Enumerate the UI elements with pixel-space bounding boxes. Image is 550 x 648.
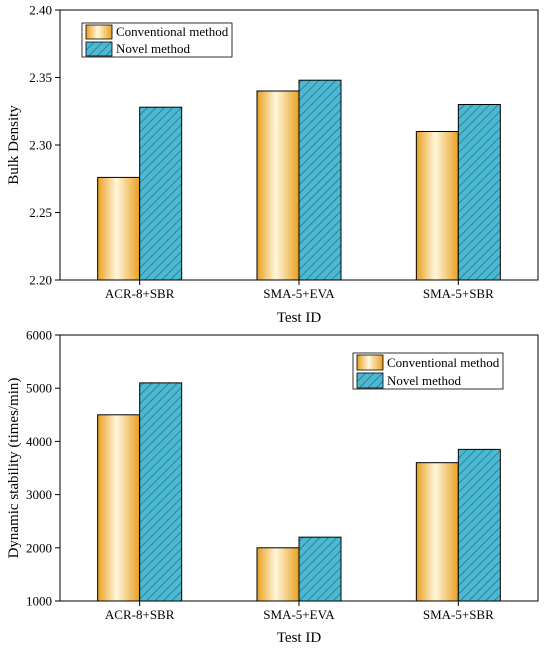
legend-label-conventional: Conventional method (116, 24, 229, 39)
y-tick-label: 5000 (26, 381, 52, 396)
legend-swatch-novel (356, 372, 384, 389)
y-axis-title: Bulk Density (6, 105, 22, 185)
legend-swatch-conventional (356, 354, 384, 371)
legend-label-novel: Novel method (387, 373, 462, 388)
bar-novel-2 (298, 79, 342, 281)
bar-novel-1 (139, 382, 183, 602)
bar-conventional-1 (97, 176, 141, 281)
bar-conventional-3 (415, 462, 459, 602)
y-tick-label: 6000 (26, 328, 52, 343)
y-tick-label: 2.40 (29, 3, 52, 18)
legend-swatch-novel (85, 41, 113, 57)
legend: Conventional method Novel method (352, 352, 504, 390)
y-tick-label: 2.30 (29, 138, 52, 153)
bar-novel-2 (298, 536, 342, 602)
bar-novel-1 (139, 106, 183, 281)
legend-label-novel: Novel method (116, 41, 191, 56)
x-tick-label: SMA-5+EVA (263, 607, 335, 622)
legend: Conventional method Novel method (81, 22, 233, 58)
y-tick-label: 3000 (26, 487, 52, 502)
y-tick-label: 2.35 (29, 70, 52, 85)
bar-conventional-2 (256, 547, 300, 602)
x-tick-label: ACR-8+SBR (105, 607, 175, 622)
x-axis-title: Test ID (277, 630, 322, 646)
x-tick-label: ACR-8+SBR (105, 286, 175, 301)
y-tick-label: 2000 (26, 540, 52, 555)
x-axis-title: Test ID (277, 310, 322, 326)
legend-swatch-conventional (85, 24, 113, 40)
bar-novel-3 (457, 104, 501, 281)
x-tick-label: SMA-5+SBR (423, 607, 494, 622)
bar-conventional-2 (256, 90, 300, 281)
y-tick-label: 2.20 (29, 273, 52, 288)
bar-conventional-1 (97, 414, 141, 602)
y-tick-label: 1000 (26, 594, 52, 609)
y-tick-label: 4000 (26, 434, 52, 449)
chart-2: 1000 2000 3000 4000 5000 6000 ACR-8+SBR SMA-5+E… (6, 328, 539, 646)
legend-label-conventional: Conventional method (387, 355, 500, 370)
y-axis-title: Dynamic stability (times/min) (6, 378, 22, 559)
chart-1: 2.20 2.25 2.30 2.35 2.40 ACR-8+SBR SMA-5+EVA SM… (6, 3, 539, 326)
x-tick-label: SMA-5+SBR (423, 286, 494, 301)
x-tick-label: SMA-5+EVA (263, 286, 335, 301)
bar-conventional-3 (415, 131, 459, 281)
bar-novel-3 (457, 448, 501, 602)
y-tick-label: 2.25 (29, 205, 52, 220)
